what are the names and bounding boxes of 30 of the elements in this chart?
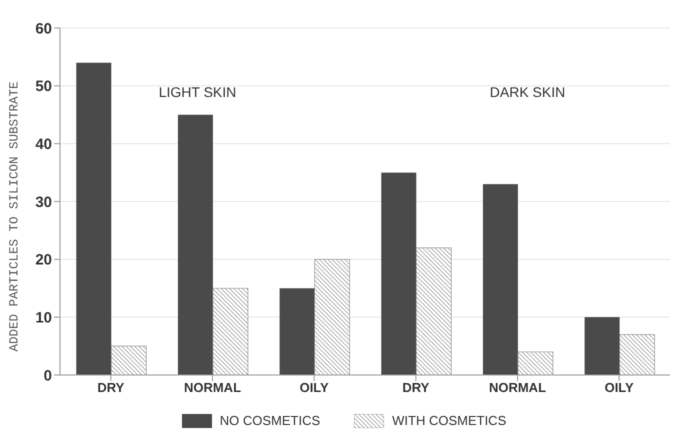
legend-label: WITH COSMETICS	[392, 413, 506, 428]
bar	[314, 259, 350, 375]
bar	[381, 172, 416, 375]
bar	[416, 247, 452, 375]
annotation: LIGHT SKIN	[158, 84, 238, 100]
bar	[280, 288, 315, 375]
x-tick-label: NORMAL	[184, 380, 242, 396]
y-tick-label: 40	[35, 136, 52, 153]
y-tick-label: 10	[35, 309, 52, 326]
x-tick-label: NORMAL	[488, 380, 546, 396]
y-tick-label: 30	[35, 194, 52, 211]
legend-label: NO COSMETICS	[220, 413, 320, 428]
y-tick-label: 0	[44, 367, 52, 384]
bar	[584, 317, 620, 375]
x-tick-label: OILY	[604, 380, 634, 396]
x-tick-label: DRY	[402, 380, 430, 396]
bar	[518, 352, 554, 375]
y-tick-label: 50	[35, 78, 52, 96]
bar	[619, 334, 655, 375]
y-tick-label: 60	[35, 20, 52, 38]
bar	[110, 346, 147, 375]
bar	[212, 288, 248, 375]
y-axis-title: ADDED PARTICLES TO SILICON SUBSTRATE	[7, 81, 22, 352]
x-tick-label: DRY	[97, 380, 125, 396]
bar	[482, 184, 518, 375]
y-tick-label: 20	[35, 252, 52, 269]
bar	[178, 114, 213, 375]
x-tick-label: OILY	[300, 380, 330, 396]
annotation: DARK SKIN	[488, 84, 566, 100]
bar	[76, 62, 112, 375]
